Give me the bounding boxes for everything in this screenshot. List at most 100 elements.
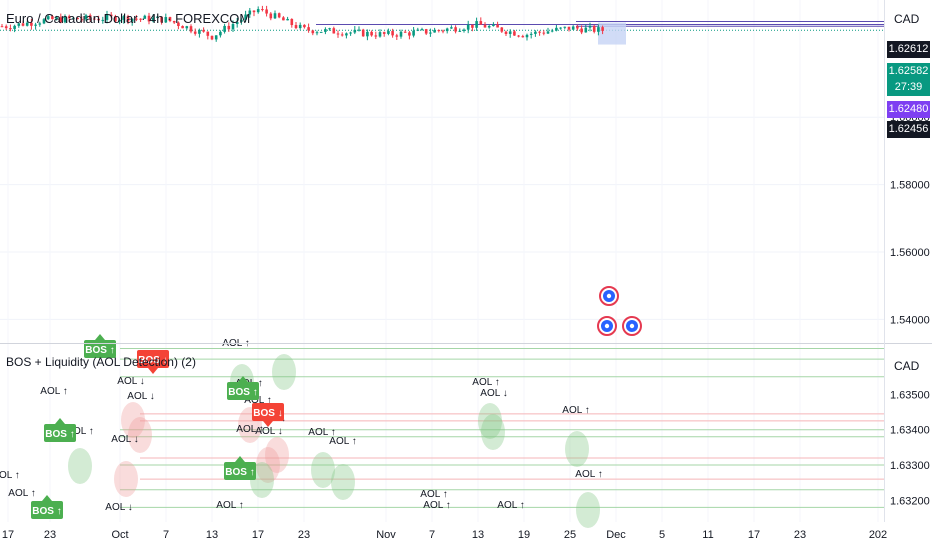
candle-body [336, 33, 340, 35]
candle-body [496, 24, 499, 28]
candle-body [319, 31, 323, 33]
markers-layer [597, 286, 642, 336]
bos-up-pointer [55, 418, 65, 424]
x-tick-label: 17 [2, 529, 14, 541]
bos-down-pointer [148, 368, 158, 374]
aol-label: AOL ↓ [127, 391, 154, 402]
candle-body [307, 27, 310, 31]
candle-body [374, 35, 378, 37]
candle-body [93, 18, 96, 20]
x-axis: 17 23 Oct 7 13 17 23 Nov 7 13 19 25 Dec 5 11 17 23 202 [2, 529, 887, 541]
aol-label: AOL ↑ [329, 436, 356, 447]
candle-body [9, 28, 12, 30]
x-tick-label: 13 [472, 529, 484, 541]
candle-body [445, 28, 449, 32]
candle-body [311, 30, 315, 34]
aol-label: AOL ↑ [66, 426, 93, 437]
candle-body [76, 17, 79, 20]
candle-body [25, 22, 29, 26]
indicator-currency-label[interactable]: CAD [894, 359, 920, 373]
candle-body [114, 16, 117, 22]
candle-body [429, 32, 432, 34]
bos-label: BOS ↑ [225, 467, 254, 478]
candle-body [4, 26, 8, 29]
aol-label: AOL ↑ [575, 469, 602, 480]
price-pill: 1.62456 [887, 121, 930, 138]
candle-body [147, 15, 151, 22]
candle-body [475, 21, 478, 28]
candle-body [189, 26, 193, 32]
candle-body [164, 17, 168, 23]
price-pill: 1.62582 [887, 63, 930, 80]
price-axis-separator [884, 0, 885, 522]
liquidity-zone [128, 417, 152, 453]
x-tick-label: 23 [298, 529, 310, 541]
candle-body [143, 15, 147, 19]
candle-body [361, 29, 365, 37]
bos-up-pointer [235, 456, 245, 462]
candle-body [156, 16, 159, 18]
candle-body [382, 32, 386, 34]
x-tick-label: 202 [869, 529, 887, 541]
bos-up-badge [44, 424, 76, 442]
candle-body [580, 28, 583, 33]
x-tick-label: 25 [564, 529, 576, 541]
candle-body [433, 30, 436, 33]
candle-body [466, 24, 470, 30]
candle-body [588, 26, 592, 28]
x-tick-label: Oct [111, 529, 128, 541]
liquidity-zone [565, 431, 589, 467]
candle-body [412, 30, 415, 36]
candle-body [198, 29, 201, 34]
candle-body [500, 27, 504, 32]
indicator-layer: AOL ↑AOL ↑AOL ↓AOL ↓AOL ↑AOL ↓AOL ↑AOL ↓… [0, 334, 884, 528]
candle-body [282, 17, 285, 21]
candle-body [454, 27, 457, 32]
x-tick-label: 23 [794, 529, 806, 541]
aol-label: AOL ↑ [423, 500, 450, 511]
pane-separator[interactable] [0, 343, 932, 344]
candle-body [130, 18, 134, 22]
aol-label: AOL ↑ [0, 470, 20, 481]
candle-body [521, 36, 525, 38]
candle-body [181, 26, 184, 29]
candle-body [265, 9, 268, 14]
aol-label: AOL ↓ [111, 434, 138, 445]
aol-label: AOL ↑ [40, 386, 67, 397]
candle-body [168, 17, 172, 21]
liquidity-zone [481, 414, 505, 450]
candle-body [504, 31, 508, 34]
aol-label: AOL ↑ [472, 377, 499, 388]
candle-body [240, 19, 243, 22]
bos-down-badge [252, 403, 284, 421]
candle-body [353, 29, 357, 33]
y-tick-label: 1.56000 [890, 247, 930, 259]
candle-body [424, 29, 428, 34]
candle-body [42, 19, 46, 24]
candle-body [55, 17, 58, 20]
indicator-title[interactable]: BOS + Liquidity (AOL Detection) (2) [6, 355, 196, 369]
bos-up-badge [84, 340, 116, 358]
candle-body [370, 31, 373, 36]
candle-body [315, 32, 319, 34]
currency-label[interactable]: CAD [894, 12, 920, 26]
candle-body [529, 33, 533, 35]
bos-down-pointer [263, 421, 273, 427]
aol-label: AOL ↑ [562, 405, 589, 416]
aol-label: AOL ↑ [420, 489, 447, 500]
candle-body [483, 24, 487, 28]
candle-body [340, 34, 344, 36]
candle-body [261, 9, 264, 11]
candle-body [17, 23, 21, 26]
chart-title[interactable]: Euro / Canadian Dollar · 4h · FOREXCOM [6, 11, 251, 26]
candle-body [235, 21, 239, 25]
candle-body [479, 21, 483, 25]
candle-body [584, 27, 588, 33]
x-tick-label: 7 [163, 529, 169, 541]
candle-body [38, 23, 42, 25]
candle-body [492, 24, 495, 27]
aol-label: AOL ↓ [117, 376, 144, 387]
candle-body [441, 30, 445, 32]
candle-body [290, 18, 294, 26]
candle-body [88, 15, 92, 19]
